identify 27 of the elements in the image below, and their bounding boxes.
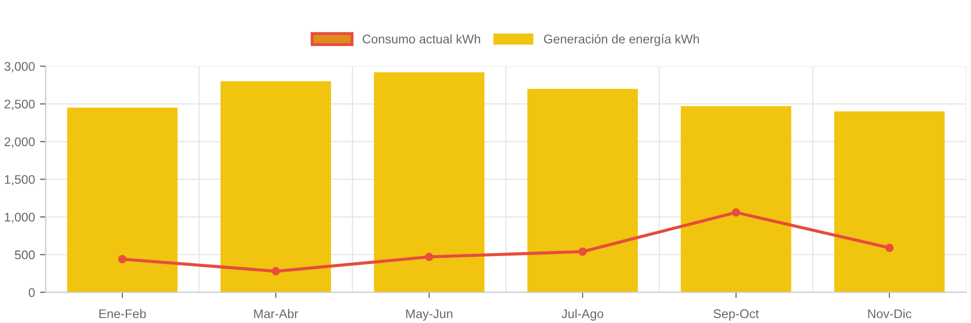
y-tick-label: 1,500 xyxy=(4,175,35,186)
x-tick-label: Ene-Feb xyxy=(99,308,146,318)
point xyxy=(885,244,894,252)
y-tick-label: 500 xyxy=(14,250,35,260)
bar xyxy=(680,106,792,292)
bar xyxy=(834,111,945,292)
point xyxy=(578,247,587,256)
y-tick-label: 3,000 xyxy=(4,62,35,72)
y-tick-label: 0 xyxy=(28,288,35,297)
legend-label: Generación de energía kWh xyxy=(544,34,699,46)
y-tick-label: 2,000 xyxy=(4,137,35,148)
bar xyxy=(527,88,638,292)
point xyxy=(732,208,740,217)
point xyxy=(118,254,127,264)
legend-label: Consumo actual kWh xyxy=(362,34,480,44)
x-tick-label: Nov-Dic xyxy=(868,308,912,318)
bar xyxy=(67,108,178,292)
x-tick-label: May-Jun xyxy=(406,309,452,321)
bar xyxy=(374,72,484,292)
x-tick-label: Jul-Ago xyxy=(562,308,604,321)
x-tick-label: Mar-Abr xyxy=(254,308,298,318)
bar xyxy=(220,81,331,292)
point xyxy=(272,267,280,276)
y-tick-label: 1,000 xyxy=(4,212,35,224)
point xyxy=(425,252,434,262)
y-tick-label: 2,500 xyxy=(4,100,35,110)
x-tick-label: Sep-Oct xyxy=(714,309,759,321)
